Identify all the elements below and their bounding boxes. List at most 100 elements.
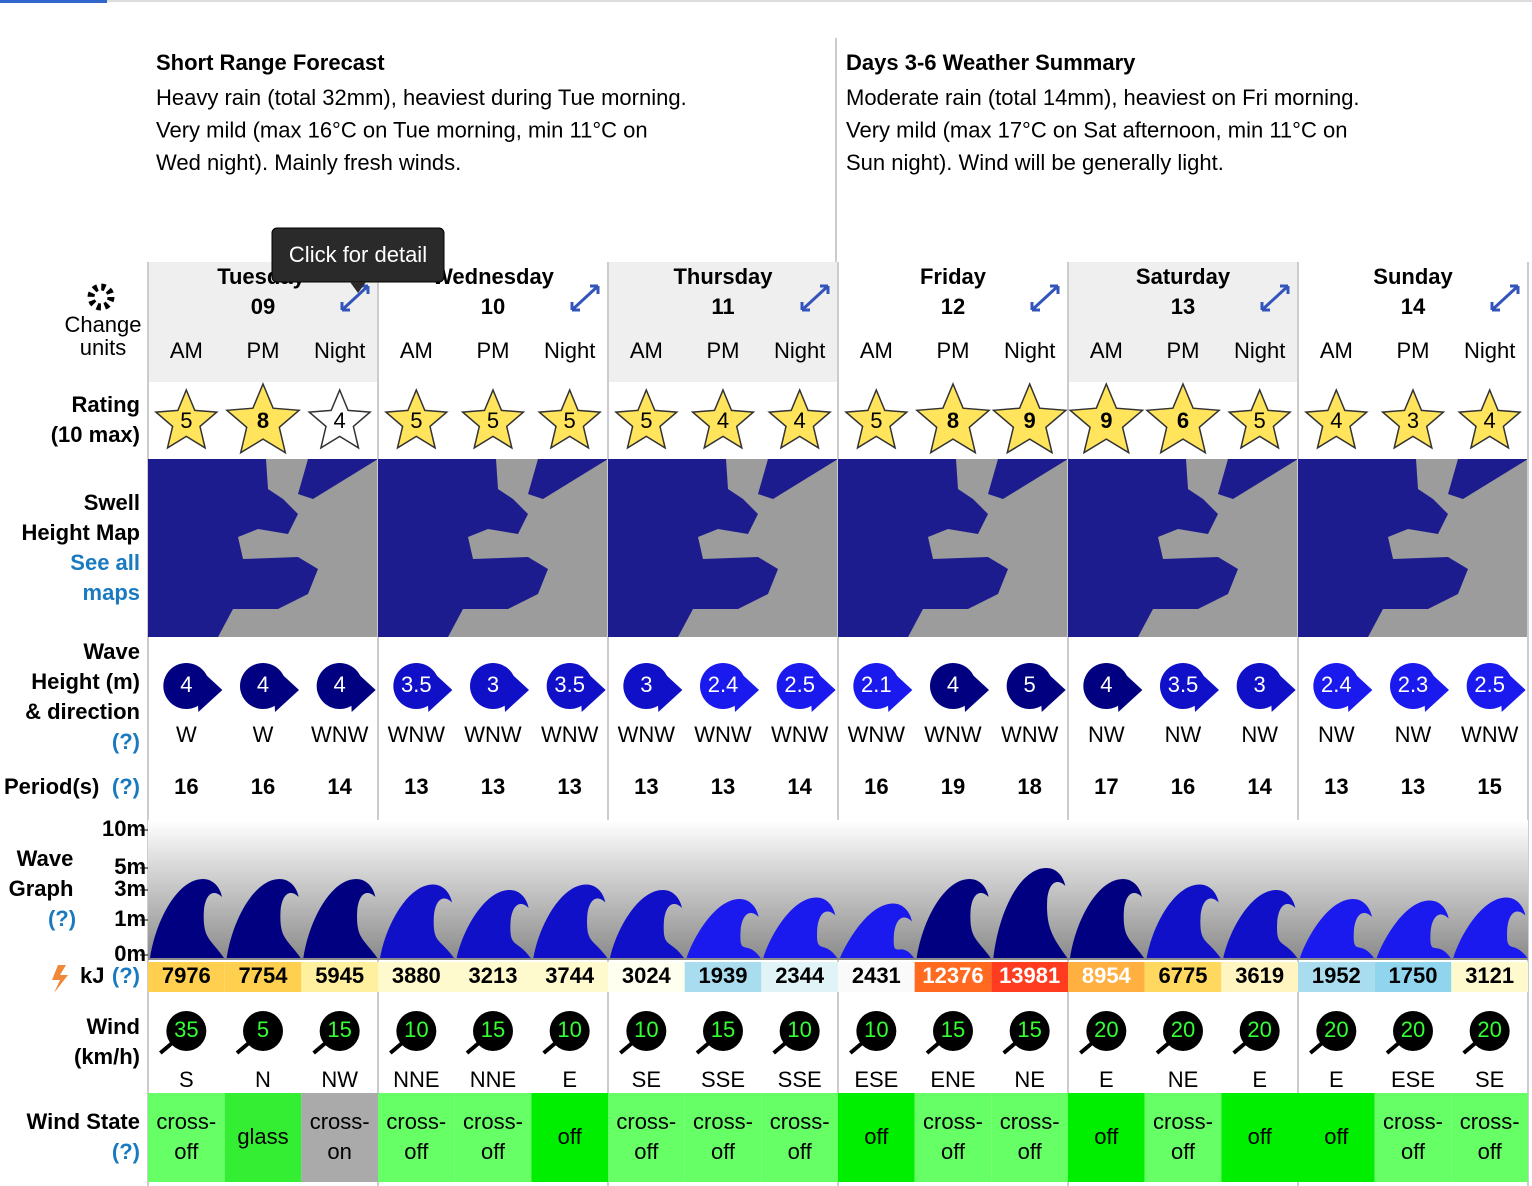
energy-value: 6775 xyxy=(1159,963,1208,988)
row-label: Wind xyxy=(86,1014,140,1039)
day-date: 12 xyxy=(941,294,965,319)
wind-marker xyxy=(703,1011,743,1051)
energy-icon xyxy=(52,965,68,993)
wave-height-marker xyxy=(1390,663,1436,709)
expand-icon xyxy=(340,284,370,312)
wind-speed: 10 xyxy=(787,1017,811,1042)
wind-state: glass xyxy=(237,1124,289,1149)
energy-value: 13981 xyxy=(999,963,1060,988)
wave-dir: NW xyxy=(1088,722,1125,747)
wind-dir: N xyxy=(255,1067,271,1092)
wind-speed: 15 xyxy=(941,1017,965,1042)
day-part: AM xyxy=(400,338,433,363)
wave-height: 3 xyxy=(487,672,499,697)
energy-cell xyxy=(1221,962,1298,992)
energy-value: 3744 xyxy=(545,963,595,988)
wind-speed: 15 xyxy=(711,1017,735,1042)
rating-value: 5 xyxy=(870,408,882,433)
row-label: (km/h) xyxy=(74,1044,140,1069)
period: 13 xyxy=(481,774,505,799)
period: 13 xyxy=(711,774,735,799)
wave-height: 2.3 xyxy=(1398,672,1429,697)
wind-state-cell xyxy=(838,1093,915,1182)
wind-dir: SE xyxy=(632,1067,661,1092)
energy-cell xyxy=(1144,962,1222,992)
rating-star xyxy=(460,388,526,450)
wind-marker xyxy=(933,1011,973,1051)
row-label: Height Map xyxy=(21,520,140,545)
wind-state: cross-on xyxy=(309,1109,370,1164)
wind-state: cross-off xyxy=(1153,1109,1213,1164)
graph-tick-label: 3m xyxy=(114,876,146,901)
wave-dir: NW xyxy=(1241,722,1278,747)
wave-dir: WNW xyxy=(464,722,522,747)
wave-dir: WNW xyxy=(1001,722,1059,747)
period: 16 xyxy=(251,774,275,799)
rating-value: 9 xyxy=(1024,408,1036,433)
wind-state-cell xyxy=(531,1093,608,1182)
energy-value: 8954 xyxy=(1082,963,1132,988)
wave-height: 3.5 xyxy=(554,672,585,697)
wave-height: 3.5 xyxy=(1168,672,1199,697)
period: 16 xyxy=(1171,774,1195,799)
wind-state: cross-off xyxy=(463,1109,523,1164)
rating-star xyxy=(690,388,756,450)
wind-speed: 20 xyxy=(1094,1017,1118,1042)
row-label: Wave xyxy=(17,846,74,871)
wave-height-marker xyxy=(163,663,210,709)
day-part: PM xyxy=(1397,338,1430,363)
rating-value: 4 xyxy=(1484,408,1496,433)
day-part: AM xyxy=(1320,338,1353,363)
wind-state: cross-off xyxy=(1383,1109,1443,1164)
wave-height-marker xyxy=(1006,663,1053,709)
map-land xyxy=(323,539,363,584)
energy-cell xyxy=(148,962,225,992)
wind-state-cell xyxy=(1298,1093,1375,1182)
rating-star xyxy=(1068,382,1145,455)
wind-marker xyxy=(243,1011,283,1051)
rating-star xyxy=(614,388,679,450)
top-line xyxy=(0,0,1532,2)
help-link: (?) xyxy=(112,963,140,988)
wave-height: 2.4 xyxy=(708,672,739,697)
wind-state-cell xyxy=(301,1093,378,1182)
wind-speed: 20 xyxy=(1171,1017,1195,1042)
change-units: units xyxy=(80,335,126,360)
wave-dir: NW xyxy=(1318,722,1355,747)
wind-dir: ESE xyxy=(854,1067,898,1092)
wave-dir: WNW xyxy=(618,722,676,747)
wind-state: cross-off xyxy=(999,1109,1060,1164)
graph-bg xyxy=(148,820,1528,960)
wave-graph-wave xyxy=(610,890,684,958)
wave-height-marker xyxy=(393,663,440,709)
help-link: (?) xyxy=(112,774,140,799)
day-part: Night xyxy=(774,338,825,363)
rating-star xyxy=(1145,382,1221,455)
rating-star xyxy=(307,388,372,450)
rating-value: 5 xyxy=(1254,408,1266,433)
energy-cell xyxy=(1451,962,1528,992)
period: 19 xyxy=(941,774,965,799)
row-label: Height (m) xyxy=(31,669,140,694)
map-land xyxy=(448,459,608,637)
period: 13 xyxy=(1324,774,1348,799)
wind-dir: E xyxy=(1252,1067,1267,1092)
wind-dir: NNE xyxy=(470,1067,516,1092)
wind-state-cell xyxy=(1221,1093,1298,1182)
map-land xyxy=(1368,459,1528,637)
map-land xyxy=(1243,539,1283,584)
wind-dir: S xyxy=(179,1067,194,1092)
wind-dir: SSE xyxy=(778,1067,822,1092)
energy-value: 7976 xyxy=(162,963,211,988)
energy-value: 3880 xyxy=(392,963,441,988)
wind-state-cell xyxy=(1374,1093,1452,1182)
wind-speed: 10 xyxy=(864,1017,888,1042)
wave-height: 4 xyxy=(334,672,346,697)
wave-dir: NW xyxy=(1165,722,1202,747)
day-part: Night xyxy=(1234,338,1285,363)
wind-dir: NNE xyxy=(393,1067,439,1092)
swell-map xyxy=(378,459,608,637)
wave-graph-wave xyxy=(150,879,224,958)
wind-marker xyxy=(396,1011,437,1051)
